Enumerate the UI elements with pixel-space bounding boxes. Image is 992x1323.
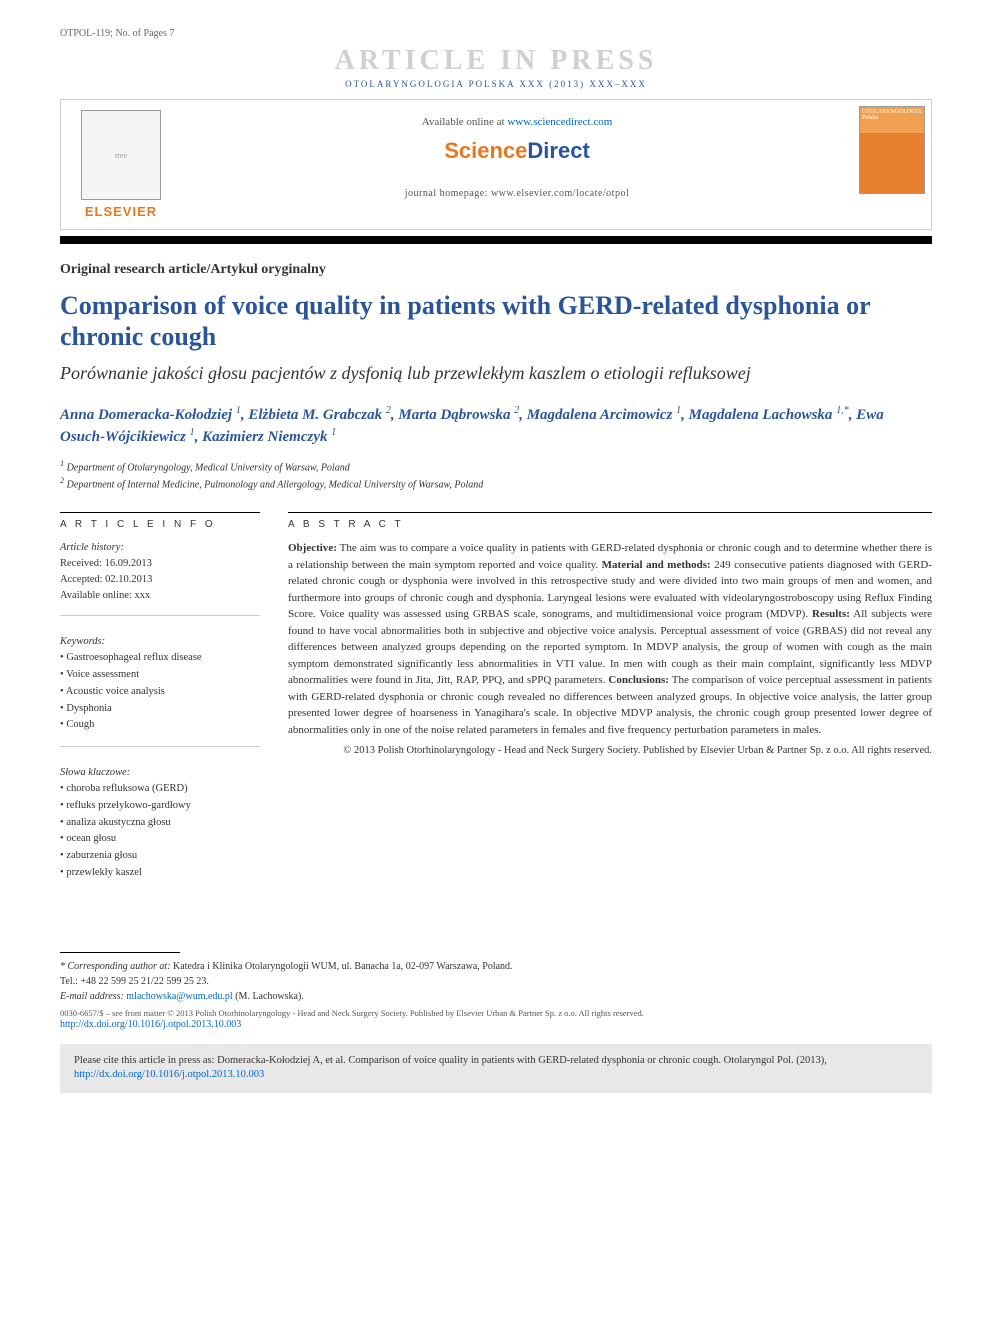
keyword-item: Dysphonia	[60, 701, 260, 718]
doi-link[interactable]: http://dx.doi.org/10.1016/j.otpol.2013.1…	[60, 1019, 932, 1030]
top-header: OTPOL-119; No. of Pages 7	[60, 28, 932, 39]
info-header: A R T I C L E I N F O	[60, 512, 260, 530]
keyword-item: Acoustic voice analysis	[60, 684, 260, 701]
keyword-item: Voice assessment	[60, 667, 260, 684]
elsevier-tree-icon: tree	[81, 110, 161, 200]
affiliations: 1 Department of Otolaryngology, Medical …	[60, 458, 932, 493]
corresponding-author: * Corresponding author at: Katedra i Kli…	[60, 959, 932, 1004]
online-date: Available online: xxx	[60, 588, 260, 604]
slowa-item: zaburzenia głosu	[60, 848, 260, 865]
journal-line: OTOLARYNGOLOGIA POLSKA XXX (2013) XXX–XX…	[60, 79, 932, 89]
article-id: OTPOL-119; No. of Pages 7	[60, 28, 174, 39]
keyword-item: Gastroesophageal reflux disease	[60, 650, 260, 667]
slowa-item: przewlekły kaszel	[60, 865, 260, 882]
citation-box: Please cite this article in press as: Do…	[60, 1044, 932, 1093]
elsevier-text: ELSEVIER	[85, 204, 157, 219]
abstract-body: Objective: The aim was to compare a voic…	[288, 540, 932, 738]
slowa-item: choroba refluksowa (GERD)	[60, 781, 260, 798]
slowa-block: Słowa kluczowe: choroba refluksowa (GERD…	[60, 765, 260, 894]
slowa-list: choroba refluksowa (GERD)refluks przełyk…	[60, 781, 260, 882]
watermark: ARTICLE IN PRESS	[60, 45, 932, 77]
abstract-header: A B S T R A C T	[288, 512, 932, 530]
email-link[interactable]: mlachowska@wum.edu.pl	[126, 991, 232, 1002]
article-title-pl: Porównanie jakości głosu pacjentów z dys…	[60, 362, 932, 385]
received-date: Received: 16.09.2013	[60, 556, 260, 572]
keyword-item: Cough	[60, 717, 260, 734]
elsevier-logo: tree ELSEVIER	[61, 100, 181, 229]
cover-image: OTOLARYNGOLOGIA Polska	[859, 106, 925, 194]
authors: Anna Domeracka-Kołodziej 1, Elżbieta M. …	[60, 404, 932, 448]
journal-homepage: journal homepage: www.elsevier.com/locat…	[191, 188, 843, 199]
divider-bar	[60, 236, 932, 244]
issn-line: 0030-6657/$ – see front matter © 2013 Po…	[60, 1008, 932, 1019]
sciencedirect-logo: ScienceDirect	[191, 138, 843, 164]
header-box: tree ELSEVIER Available online at www.sc…	[60, 99, 932, 230]
abstract-column: A B S T R A C T Objective: The aim was t…	[288, 512, 932, 911]
keywords-list: Gastroesophageal reflux diseaseVoice ass…	[60, 650, 260, 734]
available-online: Available online at www.sciencedirect.co…	[191, 116, 843, 128]
accepted-date: Accepted: 02.10.2013	[60, 572, 260, 588]
article-info-column: A R T I C L E I N F O Article history: R…	[60, 512, 260, 911]
article-type: Original research article/Artykuł orygin…	[60, 262, 932, 278]
keywords-block: Keywords: Gastroesophageal reflux diseas…	[60, 634, 260, 747]
journal-cover: OTOLARYNGOLOGIA Polska	[853, 100, 931, 229]
slowa-item: refluks przełykowo-gardłowy	[60, 798, 260, 815]
article-title-en: Comparison of voice quality in patients …	[60, 290, 932, 352]
header-center: Available online at www.sciencedirect.co…	[181, 100, 853, 229]
citation-doi-link[interactable]: http://dx.doi.org/10.1016/j.otpol.2013.1…	[74, 1069, 264, 1080]
sciencedirect-link[interactable]: www.sciencedirect.com	[507, 116, 612, 128]
article-history: Article history: Received: 16.09.2013 Ac…	[60, 540, 260, 616]
abstract-copyright: © 2013 Polish Otorhinolaryngology - Head…	[288, 744, 932, 759]
telephone: Tel.: +48 22 599 25 21/22 599 25 23.	[60, 976, 209, 987]
footer-separator	[60, 952, 180, 953]
slowa-item: ocean głosu	[60, 831, 260, 848]
slowa-item: analiza akustyczna głosu	[60, 815, 260, 832]
